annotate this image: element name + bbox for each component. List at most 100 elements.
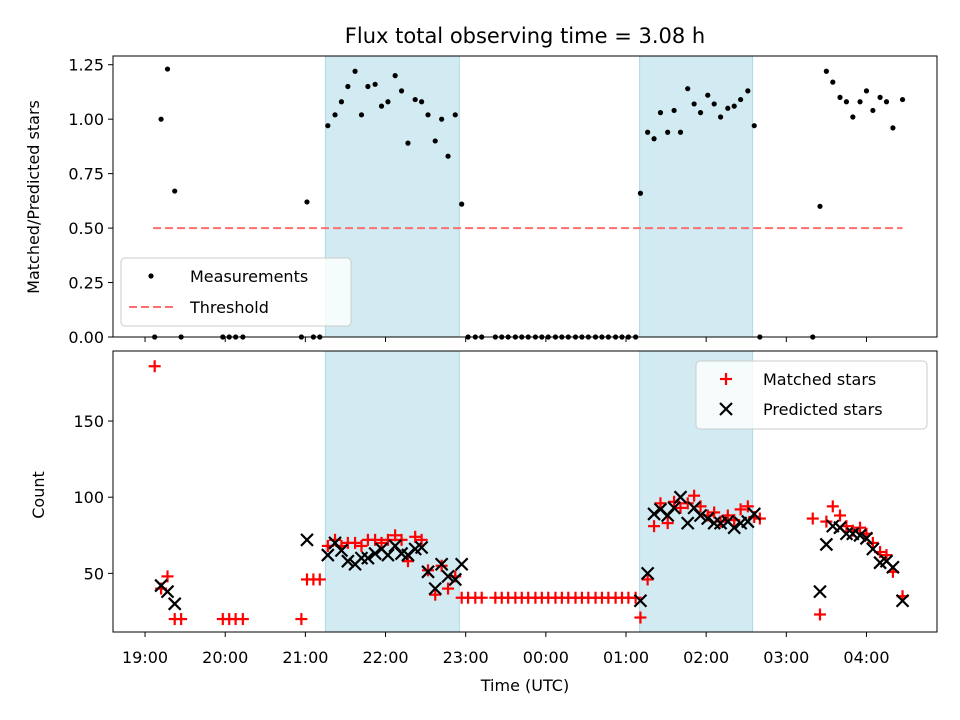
measurement-point — [705, 92, 711, 98]
y-tick-label: 150 — [73, 412, 104, 431]
matched-point — [741, 500, 754, 513]
predicted-point — [693, 508, 708, 523]
matched-point — [629, 591, 642, 604]
measurement-point — [418, 99, 425, 105]
measurement-point — [325, 123, 331, 129]
ratio-y-ticks: 0.00 0.25 0.50 0.75 1.00 1.25 — [68, 56, 113, 347]
matched-point — [674, 501, 687, 514]
measurement-point — [883, 99, 890, 105]
measurement-point — [863, 88, 870, 94]
counts-panel: 50 100 150 19:00 20:00 21:00 22:00 23:00 00:00 0… — [29, 350, 938, 695]
measurement-point — [870, 107, 876, 114]
measurement-point — [332, 112, 338, 118]
measurement-point — [172, 188, 178, 194]
predicted-point — [428, 581, 443, 596]
measurement-point — [890, 125, 896, 131]
measurement-point — [385, 99, 391, 105]
measurement-points — [152, 66, 906, 340]
predicted-point — [321, 548, 335, 562]
matched-point — [721, 509, 734, 522]
measurement-point — [358, 112, 365, 118]
predicted-point — [859, 531, 874, 546]
measurement-point — [657, 110, 664, 116]
measurement-point — [651, 136, 657, 142]
measurement-point — [425, 112, 431, 118]
measurement-point — [164, 66, 171, 72]
predicted-point — [167, 597, 182, 611]
matched-point — [688, 489, 701, 502]
ratio-y-label: Matched/Predicted stars — [24, 100, 43, 294]
observing-span — [324, 350, 460, 633]
x-tick-label: 19:00 — [122, 648, 168, 667]
y-tick-label: 50 — [84, 564, 104, 583]
measurement-point — [738, 96, 744, 103]
matched-point — [866, 536, 879, 549]
measurement-point — [637, 190, 644, 196]
matched-point — [661, 517, 674, 530]
matched-point — [355, 539, 368, 552]
x-tick-label: 22:00 — [362, 648, 408, 667]
measurement-point — [158, 116, 164, 122]
matched-point — [734, 503, 747, 516]
predicted-point — [160, 584, 175, 599]
predicted-point — [700, 511, 715, 526]
predicted-point — [680, 516, 695, 530]
x-tick-label: 01:00 — [603, 648, 649, 667]
matched-point — [175, 613, 188, 626]
x-axis-label: Time (UTC) — [480, 676, 569, 695]
legend-matched-label: Matched stars — [763, 370, 876, 389]
measurement-point — [697, 110, 704, 116]
measurement-point — [677, 129, 684, 135]
predicted-point — [747, 507, 762, 521]
predicted-point — [454, 557, 469, 572]
matched-point — [395, 533, 408, 546]
x-tick-label: 20:00 — [202, 648, 248, 667]
measurement-point — [398, 88, 405, 94]
predicted-point — [727, 520, 741, 535]
matched-point — [475, 591, 488, 604]
predicted-point — [647, 507, 661, 521]
y-tick-label: 0.50 — [68, 219, 104, 238]
predicted-point — [819, 537, 834, 552]
measurement-point — [725, 105, 731, 111]
count-points — [148, 360, 910, 626]
legend-measurements-label: Measurements — [190, 267, 308, 286]
measurement-point — [452, 112, 458, 118]
y-tick-label: 0.25 — [68, 274, 104, 293]
measurement-point — [899, 96, 906, 103]
predicted-point — [354, 551, 369, 565]
observing-spans-top — [324, 55, 754, 338]
measurement-point — [665, 129, 671, 135]
predicted-point — [414, 540, 429, 555]
matched-point — [668, 495, 681, 508]
matched-point — [880, 549, 893, 562]
chart-title: Flux total observing time = 3.08 h — [345, 24, 705, 48]
measurement-point — [685, 86, 691, 92]
matched-point — [295, 613, 308, 626]
counts-x-ticks: 19:00 20:00 21:00 22:00 23:00 00:00 01:00 02:00… — [122, 632, 890, 667]
measurement-point — [837, 94, 843, 100]
matched-point — [813, 608, 826, 621]
measurement-point — [691, 101, 697, 107]
matched-point — [429, 588, 442, 601]
matched-point — [375, 536, 388, 549]
measurement-point — [830, 79, 836, 85]
predicted-point — [421, 565, 435, 579]
ratio-panel: 0.00 0.25 0.50 0.75 1.00 1.25 Matched/Predict… — [24, 55, 938, 347]
measurement-point — [843, 99, 850, 105]
predicted-point — [448, 572, 463, 587]
measurement-point — [645, 129, 651, 135]
matched-point — [401, 555, 414, 568]
measurement-point — [338, 99, 345, 105]
measurement-point — [751, 123, 757, 129]
matched-point — [349, 536, 362, 549]
measurement-point — [405, 140, 411, 146]
measurement-point — [439, 116, 445, 122]
observing-span — [639, 55, 754, 338]
matched-point — [389, 529, 402, 542]
observing-spans-bottom — [324, 350, 754, 633]
predicted-point — [866, 542, 880, 556]
predicted-point — [300, 533, 314, 547]
matched-point — [806, 512, 819, 525]
